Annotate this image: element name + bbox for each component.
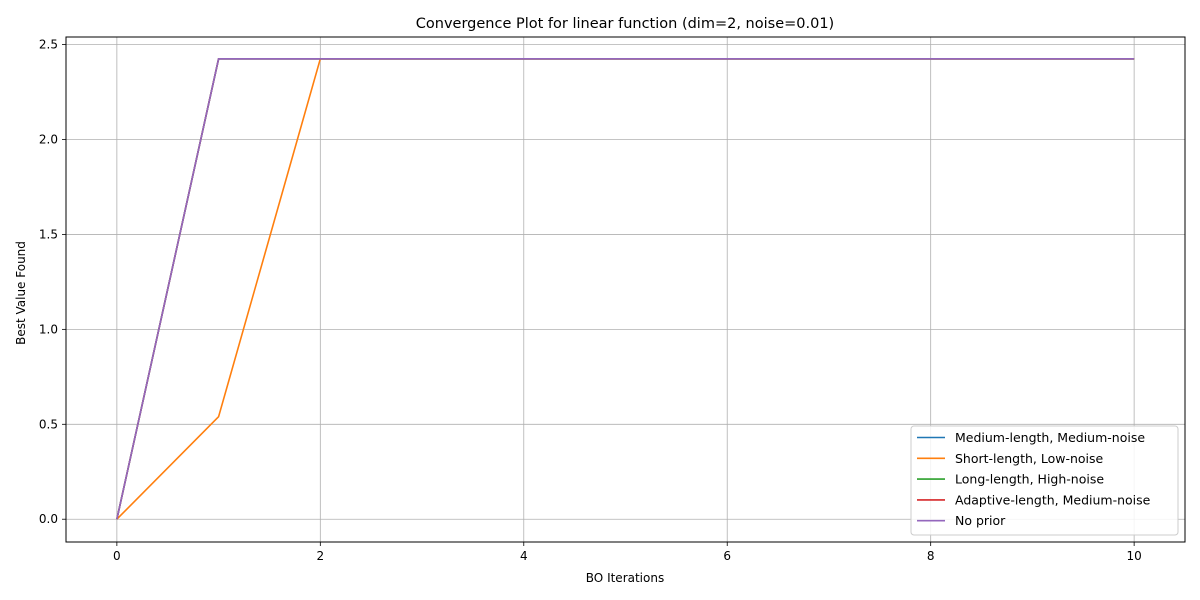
- x-tick-label: 0: [113, 549, 121, 563]
- series-line-no-prior: [116, 58, 1135, 520]
- x-tick-label: 2: [316, 549, 324, 563]
- x-tick-label: 8: [927, 549, 935, 563]
- chart-title: Convergence Plot for linear function (di…: [416, 16, 834, 32]
- x-tick-label: 4: [520, 549, 528, 563]
- legend-label-adaptive-length-medium-noise: Adaptive-length, Medium-noise: [955, 492, 1151, 507]
- legend-label-no-prior: No prior: [955, 513, 1006, 528]
- legend: Medium-length, Medium-noise Short-length,…: [910, 425, 1179, 536]
- series-lines: [116, 58, 1135, 520]
- legend-box: [910, 425, 1179, 536]
- y-tick-label: 0.5: [39, 417, 58, 431]
- plot-frame: [65, 36, 1186, 543]
- legend-label-medium-length-medium-noise: Medium-length, Medium-noise: [955, 430, 1145, 445]
- y-tick-label: 1.5: [39, 227, 58, 241]
- legend-label-short-length-low-noise: Short-length, Low-noise: [955, 451, 1104, 466]
- y-tick-label: 0.0: [39, 512, 58, 526]
- x-axis-title: BO Iterations: [586, 571, 664, 585]
- y-tick-label: 1.0: [39, 322, 58, 336]
- y-tick-label: 2.5: [39, 38, 58, 52]
- x-tick-label: 10: [1126, 549, 1141, 563]
- legend-label-long-length-high-noise: Long-length, High-noise: [955, 472, 1104, 487]
- y-axis-title: Best Value Found: [14, 241, 28, 345]
- y-tick-label: 2.0: [39, 133, 58, 147]
- axis-ticks: 0 2 4 6 8 10 0.0 0.5 1.0 1.5 2.0 2.5: [39, 38, 1142, 563]
- x-tick-label: 6: [723, 549, 731, 563]
